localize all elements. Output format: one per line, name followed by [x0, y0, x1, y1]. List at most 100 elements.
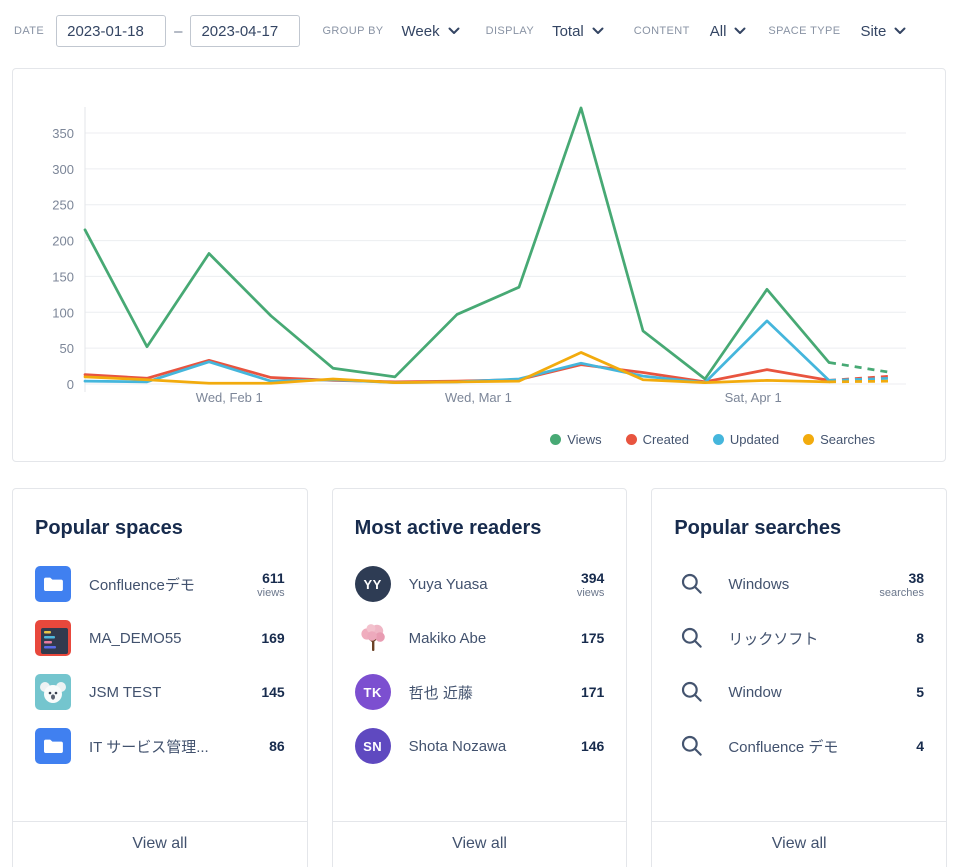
avatar: SN: [354, 728, 391, 764]
date-label: DATE: [14, 25, 45, 37]
list-item: TK 哲也 近藤 171: [354, 674, 604, 710]
list-item: Confluenceデモ 611 views: [35, 566, 285, 602]
avatar: TK: [354, 674, 391, 710]
list-item: YY Yuya Yuasa 394 views: [354, 566, 605, 602]
svg-text:100: 100: [52, 305, 74, 320]
list-item: Windows 38 searches: [674, 566, 924, 602]
chevron-down-icon: [734, 27, 746, 34]
space-folder-icon: [35, 728, 71, 764]
legend-item-searches: Searches: [803, 432, 875, 447]
reader-link[interactable]: Yuya Yuasa: [408, 575, 488, 593]
count-value: 5: [916, 683, 925, 700]
searches-series-dot-icon: [803, 434, 815, 445]
card-title: Popular searches: [674, 517, 842, 539]
content-value: All: [709, 22, 727, 40]
popular-spaces-card: Popular spaces Confluenceデモ 611 views MA_…: [12, 488, 308, 867]
display-dropdown[interactable]: Total: [552, 23, 604, 40]
svg-text:250: 250: [52, 198, 74, 213]
legend-label: Searches: [820, 432, 875, 447]
list-item: IT サービス管理... 86: [35, 728, 285, 764]
space-type-dropdown[interactable]: Site: [860, 23, 906, 40]
most-active-readers-card: Most active readers YY Yuya Yuasa 394 vie…: [331, 488, 628, 867]
searches-list: Windows 38 searches リックソフト 8 Window 5: [674, 566, 924, 764]
group-by-value: Week: [401, 22, 440, 40]
list-item: Makiko Abe 175: [354, 620, 605, 656]
views-series-dot-icon: [550, 434, 562, 445]
count-value: 611: [262, 569, 285, 586]
avatar: YY: [354, 566, 391, 602]
svg-text:50: 50: [60, 341, 74, 356]
list-item: リックソフト 8: [674, 620, 924, 656]
svg-text:200: 200: [52, 234, 74, 249]
popular-spaces-list: Confluenceデモ 611 views MA_DEMO55 169 JSM …: [35, 566, 285, 764]
count-value: 169: [261, 629, 285, 646]
display-value: Total: [552, 22, 584, 40]
line-chart-svg: 0 50 100 150 200 250 300 350 Wed, Feb 1 Wed, Mar …: [52, 106, 906, 405]
legend-label: Updated: [729, 432, 780, 447]
count-value: 145: [261, 683, 285, 700]
date-to-input[interactable]: [190, 15, 301, 47]
display-label: DISPLAY: [485, 25, 535, 37]
count-value: 394: [580, 569, 605, 586]
search-icon: [674, 566, 710, 602]
content-dropdown[interactable]: All: [710, 23, 747, 40]
svg-text:150: 150: [52, 269, 74, 284]
legend-item-created: Created: [625, 432, 689, 447]
space-folder-icon: [35, 566, 71, 602]
svg-text:Sat, Apr 1: Sat, Apr 1: [725, 390, 782, 405]
search-term-link[interactable]: Confluence デモ: [728, 738, 839, 756]
avatar-cherry-tree-icon: [354, 620, 391, 656]
group-by-dropdown[interactable]: Week: [402, 23, 460, 40]
filter-toolbar: DATE – GROUP BY Week DISPLAY Total CONTE…: [14, 14, 959, 48]
reader-link[interactable]: Makiko Abe: [408, 629, 487, 647]
analytics-chart-panel: 0 50 100 150 200 250 300 350 Wed, Feb 1 Wed, Mar …: [12, 68, 946, 462]
chevron-down-icon: [448, 27, 460, 34]
summary-cards: Popular spaces Confluenceデモ 611 views MA_…: [12, 488, 948, 867]
search-term-link[interactable]: Window: [728, 683, 782, 701]
view-all-link[interactable]: View all: [13, 821, 307, 867]
space-code-icon: [35, 620, 71, 656]
count-value: 175: [580, 629, 605, 646]
list-item: Window 5: [674, 674, 924, 710]
card-title: Most active readers: [354, 517, 542, 539]
view-all-link[interactable]: View all: [332, 821, 627, 867]
chart-legend: Views Created Updated Searches: [550, 432, 875, 447]
space-type-label: SPACE TYPE: [768, 25, 841, 37]
count-value: 38: [908, 569, 925, 586]
svg-text:350: 350: [52, 126, 74, 141]
space-link[interactable]: JSM TEST: [89, 683, 162, 701]
reader-link[interactable]: 哲也 近藤: [408, 684, 473, 702]
search-term-link[interactable]: リックソフト: [728, 630, 819, 648]
svg-text:300: 300: [52, 162, 74, 177]
list-item: SN Shota Nozawa 146: [354, 728, 605, 764]
date-range-separator: –: [174, 22, 183, 40]
legend-label: Created: [642, 432, 689, 447]
count-value: 146: [580, 737, 605, 754]
created-series-dot-icon: [625, 434, 637, 445]
list-item: MA_DEMO55 169: [35, 620, 285, 656]
chevron-down-icon: [592, 27, 604, 34]
list-item: JSM TEST 145: [35, 674, 285, 710]
space-link[interactable]: IT サービス管理...: [89, 738, 209, 756]
chevron-down-icon: [894, 27, 906, 34]
search-icon: [674, 728, 710, 764]
content-label: CONTENT: [633, 25, 690, 37]
count-unit: searches: [879, 586, 925, 599]
count-value: 86: [269, 737, 285, 754]
card-title: Popular spaces: [35, 517, 183, 539]
space-type-value: Site: [860, 22, 887, 40]
legend-item-updated: Updated: [712, 432, 780, 447]
date-from-input[interactable]: [56, 15, 167, 47]
group-by-label: GROUP BY: [322, 25, 384, 37]
view-all-link[interactable]: View all: [652, 821, 947, 867]
space-link[interactable]: Confluenceデモ: [89, 576, 195, 594]
space-koala-icon: [35, 674, 71, 710]
legend-label: Views: [567, 432, 602, 447]
updated-series-dot-icon: [712, 434, 724, 445]
reader-link[interactable]: Shota Nozawa: [408, 737, 507, 755]
legend-item-views: Views: [550, 432, 602, 447]
svg-text:Wed, Mar 1: Wed, Mar 1: [445, 390, 512, 405]
search-term-link[interactable]: Windows: [728, 575, 790, 593]
space-link[interactable]: MA_DEMO55: [89, 629, 182, 647]
svg-text:0: 0: [67, 377, 74, 392]
